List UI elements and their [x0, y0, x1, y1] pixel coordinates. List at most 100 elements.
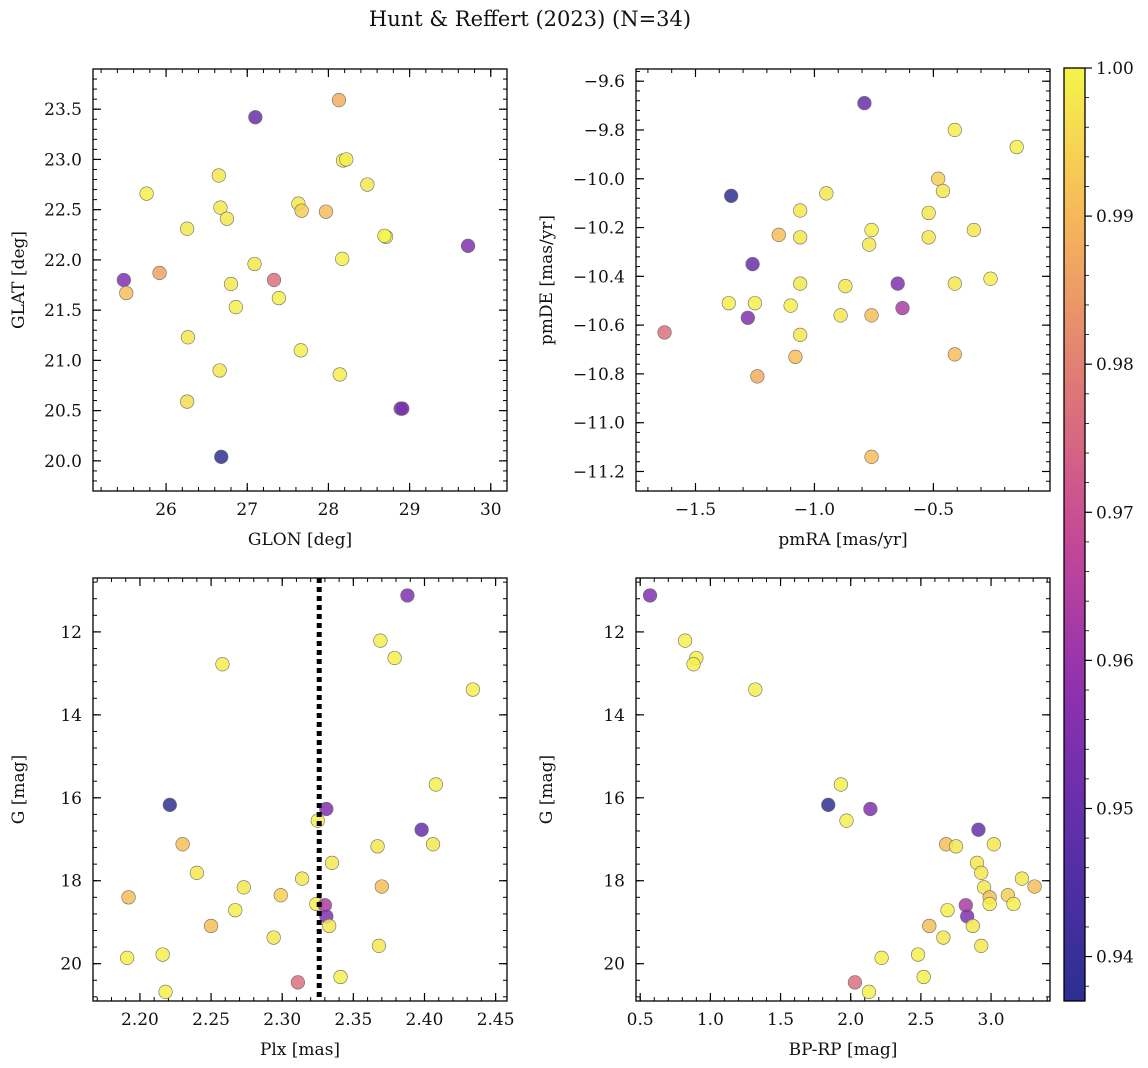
y-axis-label: pmDE [mas/yr] — [537, 215, 557, 345]
data-point — [819, 186, 834, 201]
data-point — [335, 251, 350, 266]
data-point — [721, 296, 736, 311]
y-axis-label: G [mag] — [9, 755, 29, 824]
data-point — [333, 969, 348, 985]
data-point — [895, 300, 910, 316]
data-point — [219, 211, 235, 226]
data-point — [119, 285, 134, 301]
y-tick-label: 18 — [60, 872, 82, 892]
data-point — [839, 813, 854, 828]
data-point — [966, 222, 981, 238]
data-point — [862, 237, 877, 252]
data-point — [425, 837, 441, 852]
data-point — [890, 276, 905, 291]
data-point — [921, 205, 936, 221]
y-tick-label: −9.8 — [584, 121, 625, 141]
y-tick-label: 23.5 — [44, 100, 82, 120]
colorbar-tick-label: 1.00 — [1096, 59, 1134, 79]
colorbar-tick-label: 0.94 — [1096, 948, 1134, 968]
data-point — [370, 839, 385, 854]
data-point — [740, 310, 755, 325]
y-tick-label: −11.0 — [573, 414, 625, 434]
data-point — [155, 947, 170, 962]
data-point — [377, 228, 392, 243]
y-tick-label: 21.0 — [44, 351, 82, 371]
data-point — [211, 168, 226, 183]
data-point — [657, 325, 672, 340]
y-tick-label: −9.6 — [584, 72, 625, 92]
data-point — [863, 801, 878, 817]
scatter-points — [642, 588, 1042, 999]
data-point — [747, 296, 763, 311]
data-point — [318, 204, 334, 219]
data-point — [986, 837, 1001, 852]
data-point — [874, 950, 889, 965]
data-point — [290, 975, 305, 990]
x-tick-label: 2.45 — [477, 1010, 515, 1030]
x-tick-label: 2.20 — [121, 1010, 159, 1030]
x-tick-label: 29 — [399, 500, 421, 520]
data-point — [332, 367, 347, 382]
data-point — [793, 276, 808, 291]
x-axis-label: GLON [deg] — [248, 530, 352, 550]
y-tick-label: −10.8 — [573, 365, 625, 385]
data-point — [947, 347, 962, 362]
data-point — [228, 300, 243, 315]
y-tick-label: 22.5 — [44, 201, 82, 221]
x-tick-label: 2.30 — [263, 1010, 301, 1030]
scatter-points — [657, 96, 1024, 464]
data-point — [324, 855, 340, 871]
data-point — [214, 449, 229, 464]
colorbar: 0.94 0.95 0.96 0.97 0.98 0.99 1.00 — [1063, 59, 1134, 1002]
data-point — [360, 177, 375, 192]
data-point — [212, 363, 227, 378]
y-tick-label: 12 — [60, 623, 82, 643]
figure-title: Hunt & Reffert (2023) (N=34) — [369, 7, 691, 31]
data-point — [271, 290, 286, 306]
data-point — [175, 837, 190, 852]
data-point — [678, 633, 693, 648]
data-point — [910, 947, 926, 962]
y-tick-label: −10.2 — [573, 219, 625, 239]
data-point — [248, 110, 263, 125]
y-tick-label: 23.0 — [44, 150, 82, 170]
y-tick-label: 16 — [603, 789, 625, 809]
data-point — [783, 298, 798, 313]
y-tick-label: −10.4 — [573, 267, 625, 287]
data-point — [922, 918, 937, 934]
data-point — [750, 369, 765, 384]
data-point — [428, 777, 443, 792]
y-tick-label: 14 — [603, 706, 625, 726]
y-tick-label: −10.6 — [573, 316, 625, 336]
data-point — [180, 330, 196, 345]
panel-pmra-pmde: −1.5 −1.0 −0.5 −11.2 −11.0 −10.8 −10.6 −10.4 −10… — [537, 68, 1051, 550]
data-point — [1006, 896, 1021, 912]
data-point — [266, 930, 281, 945]
data-point — [236, 880, 251, 895]
x-tick-label: 1.5 — [767, 1010, 794, 1030]
data-point — [189, 865, 204, 880]
x-tick-label: −1.0 — [794, 500, 835, 520]
data-point — [642, 588, 658, 603]
y-axis-label: GLAT [deg] — [9, 231, 29, 329]
data-point — [152, 265, 167, 281]
data-point — [864, 308, 879, 323]
y-tick-label: 20 — [603, 955, 625, 975]
y-tick-label: 14 — [60, 706, 82, 726]
data-point — [983, 271, 998, 286]
x-tick-label: 28 — [318, 500, 340, 520]
data-point — [974, 865, 989, 880]
y-axis-label: G [mag] — [537, 755, 557, 824]
x-axis-label: BP-RP [mag] — [789, 1040, 898, 1060]
data-point — [121, 890, 136, 905]
scatter-points — [120, 588, 480, 999]
data-point — [847, 975, 863, 990]
data-point — [857, 96, 872, 111]
data-point — [371, 938, 387, 953]
x-tick-label: 26 — [155, 500, 177, 520]
data-point — [294, 203, 309, 218]
data-point — [861, 984, 877, 999]
data-point — [971, 822, 986, 837]
axes-frame — [92, 68, 508, 492]
data-point — [266, 272, 282, 288]
